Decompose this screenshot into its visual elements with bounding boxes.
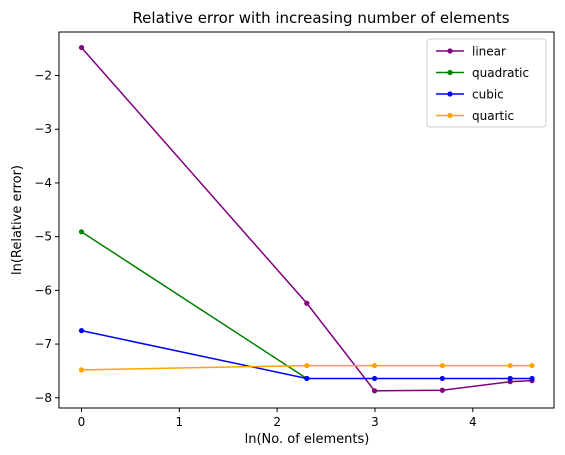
y-tick-label: −6 [34,283,52,297]
series-line-quartic [81,364,532,371]
legend-item-linear: linear [436,45,506,59]
series-line-quadratic [81,231,308,380]
y-tick-label: −5 [34,230,52,244]
plot-area [78,44,535,394]
series-line-cubic [81,329,532,380]
data-point-cubic [78,328,85,334]
series-line-linear [80,47,533,392]
data-point-linear [371,388,378,394]
x-axis-label: ln(No. of elements) [245,432,370,447]
legend-marker [447,112,453,119]
series-quartic [78,362,535,373]
data-point-cubic [439,375,445,382]
data-point-quartic [529,362,535,369]
y-tick-label: −3 [34,122,52,136]
y-tick-label: −4 [34,176,52,190]
x-tick-label: 4 [469,415,477,429]
legend-label: linear [472,45,506,59]
data-point-linear [304,300,310,306]
data-point-cubic [507,375,513,382]
legend-marker [447,48,453,54]
data-point-quartic [371,362,378,369]
y-tick-label: −2 [34,69,52,83]
legend-label: quadratic [472,66,529,80]
data-point-cubic [304,375,310,382]
data-point-linear [78,44,85,51]
legend-marker [447,69,453,76]
y-axis-label: ln(Relative error) [10,165,25,275]
series-cubic [78,328,535,382]
legend-item-cubic: cubic [436,88,504,102]
data-point-quartic [304,362,310,369]
y-tick-label: −7 [34,337,52,351]
data-point-quartic [78,367,85,373]
x-tick-label: 3 [371,415,379,429]
x-tick-label: 0 [78,415,86,429]
legend-item-quadratic: quadratic [436,66,529,80]
data-point-linear [439,387,445,393]
legend: linear quadratic cubic quartic [426,38,547,128]
y-tick-label: −8 [34,391,52,405]
x-tick-label: 1 [176,415,184,429]
data-point-quartic [507,362,513,369]
legend-label: cubic [472,88,504,102]
chart-title: Relative error with increasing number of… [132,9,509,27]
axes-frame [58,31,555,409]
data-point-quadratic [78,229,85,235]
legend-label: quartic [472,109,514,123]
legend-box [426,38,547,128]
y-axis: −8 −7 −6 −5 −4 −3 −2 [34,69,59,405]
legend-item-quartic: quartic [436,109,514,123]
legend-marker [447,91,453,97]
x-axis: 0 1 2 3 4 [78,408,477,429]
data-point-cubic [529,375,535,382]
x-tick-label: 2 [273,415,281,429]
data-point-quartic [439,362,445,369]
data-point-cubic [371,375,378,382]
